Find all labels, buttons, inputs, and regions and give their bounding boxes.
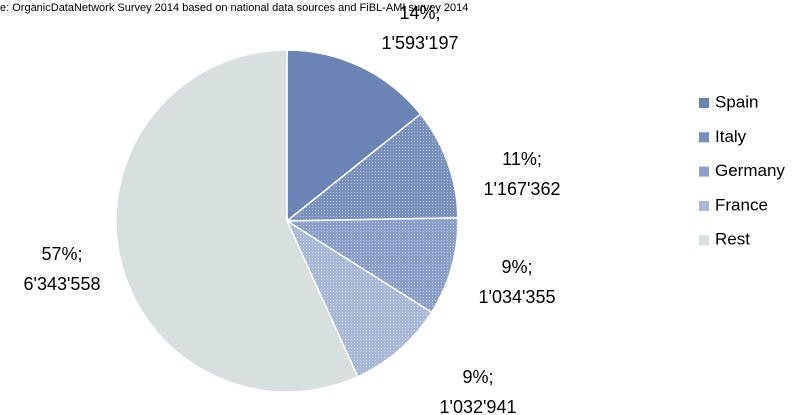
slice-texture bbox=[287, 217, 458, 313]
legend-label: Italy bbox=[715, 127, 747, 146]
legend-swatch bbox=[699, 200, 709, 211]
data-label: 6'343'558 bbox=[24, 274, 101, 294]
data-label: 57%; bbox=[41, 244, 82, 264]
legend-swatch bbox=[699, 98, 709, 108]
data-label: 14%; bbox=[399, 3, 440, 23]
chart-title: e: OrganicDataNetwork Survey 2014 based … bbox=[0, 2, 468, 14]
data-label: 1'593'197 bbox=[382, 33, 459, 53]
legend-label: France bbox=[715, 195, 768, 214]
data-label: 1'034'355 bbox=[479, 287, 556, 307]
legend-swatch bbox=[699, 235, 709, 246]
pie-slice bbox=[115, 49, 359, 393]
data-label: 1'032'941 bbox=[440, 397, 517, 415]
slice-texture bbox=[287, 221, 432, 377]
pie-slice bbox=[286, 49, 422, 223]
data-label: 9%; bbox=[462, 367, 493, 387]
data-label: 1'167'362 bbox=[484, 179, 561, 199]
legend-label: Spain bbox=[715, 92, 758, 111]
slice-texture bbox=[287, 114, 458, 221]
legend-swatch bbox=[699, 166, 709, 177]
data-label: 11%; bbox=[502, 149, 542, 169]
legend-swatch bbox=[699, 132, 709, 143]
legend-label: Germany bbox=[715, 161, 785, 180]
data-label: 9%; bbox=[501, 257, 532, 277]
legend-label: Rest bbox=[715, 230, 750, 249]
